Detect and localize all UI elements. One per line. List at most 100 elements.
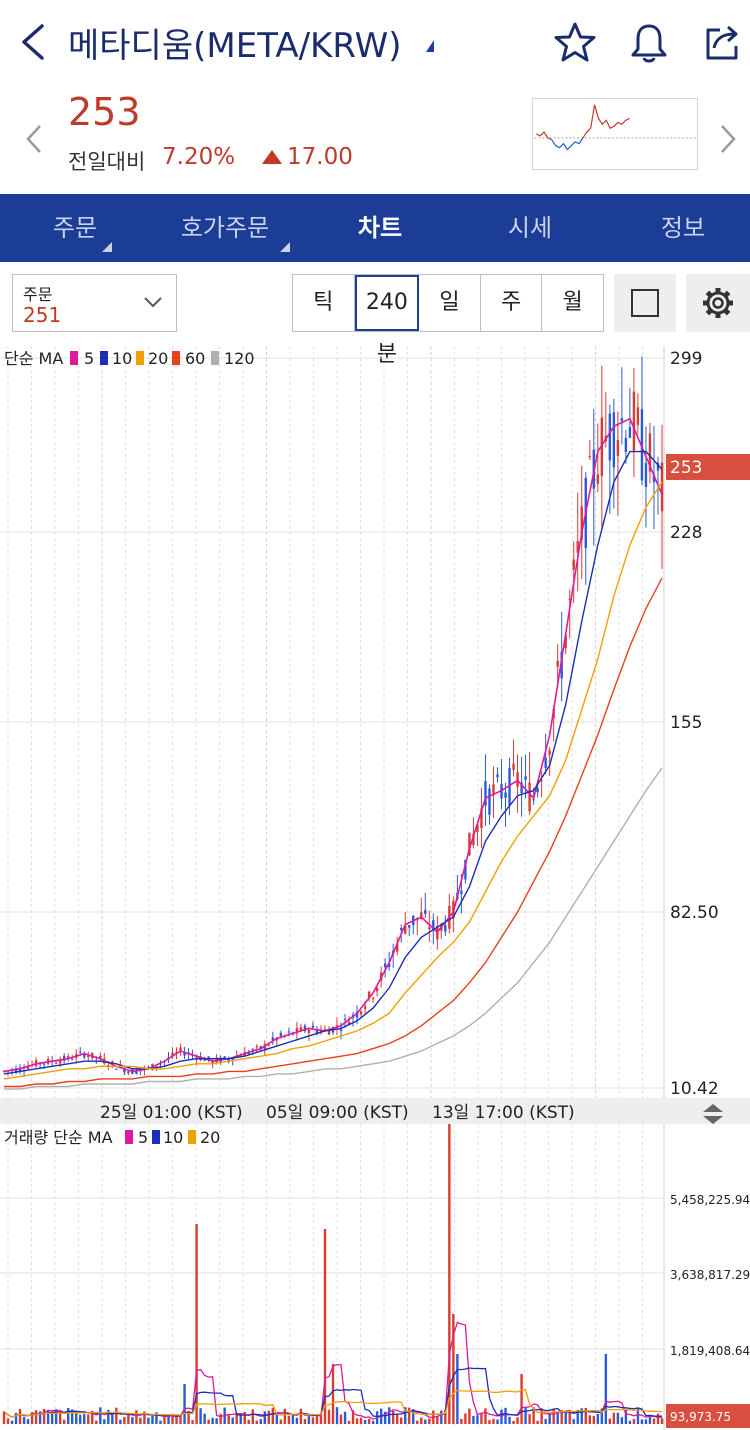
period-week[interactable]: 주 — [481, 275, 543, 331]
volume-bar — [199, 1408, 202, 1424]
next-arrow-icon[interactable] — [716, 122, 740, 156]
chart-area[interactable]: 단순 MA 5 10 20 60 120 299 253 228 155 82.… — [0, 346, 750, 1430]
candle-body — [62, 1055, 66, 1061]
candle-body — [540, 780, 543, 782]
candle-body — [311, 1025, 315, 1028]
volume-bar — [271, 1407, 275, 1424]
candle-body — [544, 757, 547, 768]
ma60-swatch — [172, 351, 180, 365]
order-dropdown[interactable]: 주문 251 — [12, 274, 177, 332]
candle-body — [355, 1012, 359, 1018]
volume-bar — [520, 1374, 523, 1424]
gear-icon — [703, 288, 733, 318]
volume-bar — [10, 1420, 14, 1424]
star-icon[interactable] — [552, 20, 598, 66]
ma-line-20 — [3, 481, 663, 1080]
ma60-label: 60 — [185, 349, 205, 368]
candle-body — [71, 1059, 74, 1061]
volume-bar — [488, 1420, 491, 1424]
volume-bar — [335, 1407, 339, 1424]
tab-info[interactable]: 정보 — [660, 214, 706, 242]
volume-bar — [508, 1416, 511, 1424]
volume-bar — [303, 1419, 307, 1424]
volume-bar — [54, 1409, 58, 1424]
candle-body — [512, 763, 515, 770]
volume-bar — [568, 1410, 571, 1424]
mini-sparkline-chart[interactable] — [532, 98, 698, 170]
volume-bar — [588, 1415, 591, 1424]
candle-body — [271, 1037, 275, 1040]
volume-bar — [183, 1384, 186, 1424]
period-tick[interactable]: 틱 — [293, 275, 355, 331]
volume-bar — [307, 1416, 311, 1424]
tab-orderbook-order[interactable]: 호가주문 — [150, 194, 300, 262]
volume-bar — [572, 1419, 575, 1424]
volume-bar — [299, 1408, 303, 1424]
current-volume-tag-label: 93,973.75 — [670, 1410, 731, 1424]
prev-arrow-icon[interactable] — [22, 122, 46, 156]
price-volume-chart[interactable]: 단순 MA 5 10 20 60 120 299 253 228 155 82.… — [0, 346, 750, 1430]
period-240min[interactable]: 240분 — [354, 275, 420, 367]
fullscreen-button[interactable] — [614, 274, 676, 332]
volume-bar — [331, 1364, 335, 1424]
volume-bar — [247, 1419, 250, 1424]
candle-body — [255, 1046, 258, 1048]
candle-body — [556, 660, 559, 667]
candle-body — [343, 1018, 347, 1020]
volume-bar — [548, 1413, 551, 1424]
page-title[interactable]: 메타디움(META/KRW) — [68, 26, 402, 66]
candle-body — [628, 427, 632, 438]
back-arrow-icon[interactable] — [14, 20, 54, 64]
volume-bar — [291, 1414, 295, 1424]
volume-bar — [18, 1408, 22, 1424]
price-summary: 253 전일대비 7.20% 17.00 — [0, 88, 750, 192]
candle-body — [400, 928, 403, 930]
period-day[interactable]: 일 — [419, 275, 481, 331]
volume-bar — [644, 1419, 648, 1424]
settings-button[interactable] — [686, 274, 750, 332]
volume-bar — [596, 1413, 600, 1424]
volume-bar — [2, 1411, 6, 1424]
volume-bar — [62, 1419, 66, 1424]
vol-ma20-label: 20 — [200, 1128, 220, 1147]
candle-body — [464, 859, 467, 880]
candle-body — [79, 1051, 82, 1053]
candle-body — [387, 963, 391, 968]
tab-chart[interactable]: 차트 — [357, 214, 403, 242]
volume-bar — [532, 1407, 535, 1424]
bell-icon[interactable] — [626, 20, 672, 66]
x-tick-3: 13일 17:00 (KST) — [432, 1103, 575, 1123]
volume-bar — [103, 1419, 106, 1424]
candle-body — [616, 440, 620, 456]
candle-body — [299, 1027, 303, 1032]
candle-body — [516, 772, 519, 787]
caret-icon[interactable] — [426, 40, 434, 52]
volume-bar — [235, 1414, 238, 1424]
candle-body — [484, 781, 487, 806]
volume-bar — [660, 1418, 664, 1424]
volume-bar — [600, 1408, 604, 1424]
volume-bar — [444, 1409, 447, 1424]
volume-bar — [207, 1419, 210, 1424]
volume-bar — [464, 1413, 467, 1424]
volume-ma-line-10 — [3, 1367, 663, 1418]
share-icon[interactable] — [700, 20, 746, 66]
volume-bar — [171, 1414, 174, 1424]
tab-market-price[interactable]: 시세 — [507, 214, 553, 242]
ma10-label: 10 — [112, 349, 132, 368]
period-month[interactable]: 월 — [562, 290, 583, 315]
price-legend-prefix: 단순 MA — [4, 349, 63, 368]
candle-body — [424, 910, 427, 914]
vol-tick-3: 1,819,408.64 — [670, 1344, 750, 1358]
volume-bar — [395, 1413, 399, 1424]
ma-line-5 — [3, 417, 663, 1073]
volume-bar — [359, 1417, 363, 1424]
candle-body — [596, 474, 600, 484]
volume-bar — [283, 1408, 287, 1424]
order-label: 주문 — [23, 285, 53, 304]
resize-handle-icon[interactable] — [703, 1104, 723, 1124]
volume-bar — [155, 1412, 158, 1424]
tab-order[interactable]: 주문 — [0, 194, 150, 262]
candle-body — [127, 1071, 130, 1074]
candle-body — [524, 776, 527, 780]
